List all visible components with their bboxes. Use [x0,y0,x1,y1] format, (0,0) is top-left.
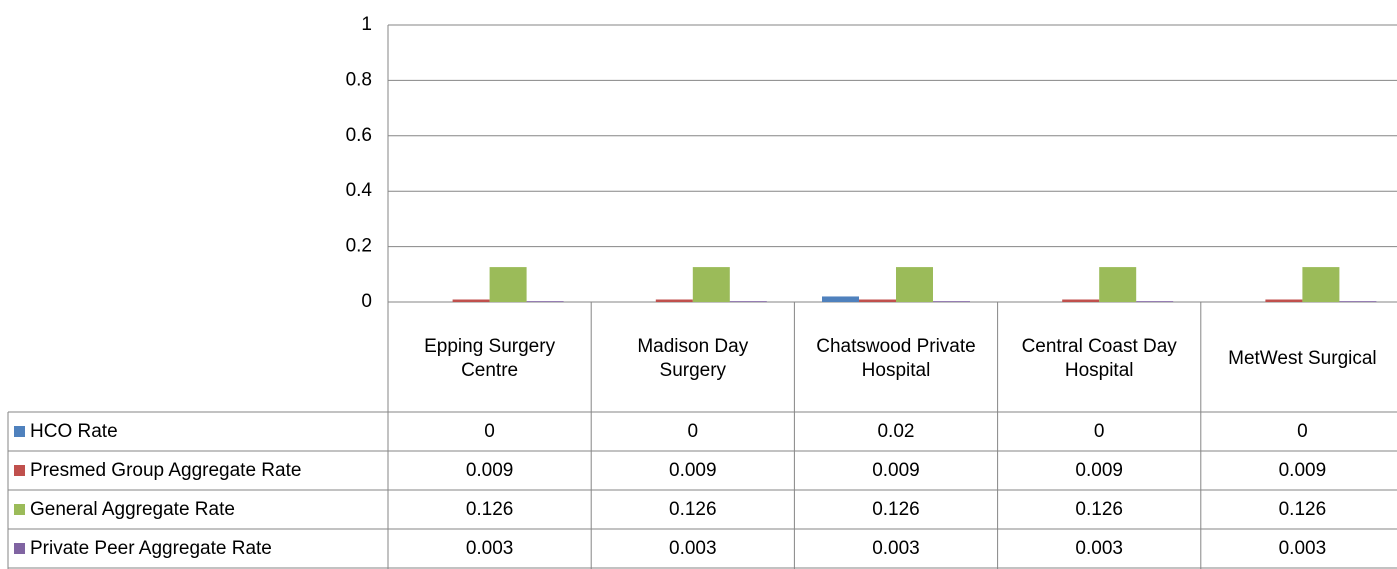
y-tick-label: 0.8 [346,69,372,90]
table-value: 0.126 [1075,498,1123,520]
legend-entry: Private Peer Aggregate Rate [8,529,388,568]
bar [526,301,564,302]
bar [1062,299,1100,302]
table-value: 0.003 [1278,537,1327,559]
bar [489,267,527,302]
table-value: 0 [687,420,699,442]
table-value: 0 [484,420,495,442]
table-value: 0.003 [872,537,920,559]
bar [452,299,490,302]
table-value: 0.003 [465,537,514,559]
table-value: 0.126 [465,498,514,520]
table-value: 0 [1093,420,1105,442]
bar [1339,301,1377,302]
table-value: 0.02 [877,420,915,442]
table-value: 0.126 [1278,498,1327,520]
table-value: 0.003 [1075,537,1123,559]
y-tick-label: 0.4 [346,180,373,201]
legend-entry: Presmed Group Aggregate Rate [8,451,388,490]
bar [655,299,693,302]
y-tick-label: 0.6 [346,125,372,146]
bar [896,267,933,302]
table-value: 0.009 [872,459,920,481]
y-tick-label: 0 [361,291,372,312]
legend-label: Presmed Group Aggregate Rate [30,459,302,481]
category-label: MetWest Surgical [1228,348,1377,370]
bar [859,299,896,302]
legend-label: Private Peer Aggregate Rate [30,537,272,559]
legend-swatch [14,543,25,554]
legend-swatch [14,504,25,515]
bar [1136,301,1174,302]
bar [729,301,767,302]
legend-swatch [14,465,25,476]
legend-label: HCO Rate [30,420,118,442]
table-value: 0.009 [1075,459,1123,481]
bar [1302,267,1340,302]
table-value: 0.126 [872,498,920,520]
bar [692,267,730,302]
legend-entry: HCO Rate [8,412,388,451]
table-value: 0.126 [669,498,717,520]
table-value: 0.009 [1278,459,1327,481]
table-value: 0.009 [669,459,717,481]
category-label: Chatswood Private Hospital [816,336,976,381]
legend-entry: General Aggregate Rate [8,490,388,529]
bar [933,301,970,302]
y-tick-label: 0.2 [346,236,372,257]
category-label: Epping Surgery Centre [424,336,556,381]
bar [1099,267,1137,302]
bar [1265,299,1303,302]
legend-swatch [14,426,25,437]
table-value: 0.009 [465,459,514,481]
table-value: 0.003 [669,537,717,559]
table-value: 0 [1297,420,1308,442]
legend-label: General Aggregate Rate [30,498,235,520]
category-label: Central Coast Day Hospital [1021,336,1177,381]
category-label: Madison Day Surgery [637,336,749,381]
bar [822,296,859,302]
y-tick-label: 1 [361,14,372,35]
